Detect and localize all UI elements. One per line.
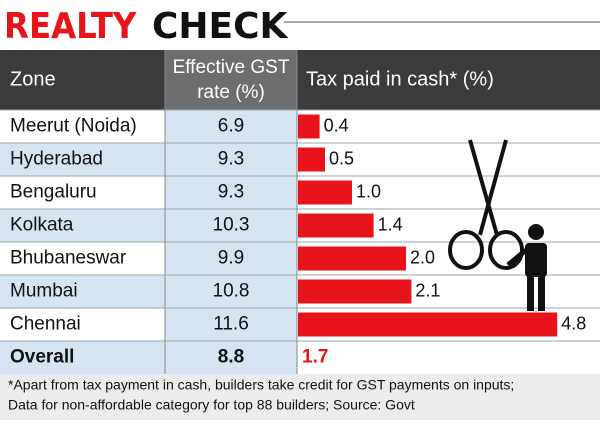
- value-label: 0.4: [324, 115, 349, 135]
- title-part: CHECK: [152, 6, 289, 47]
- gst-rate: 10.3: [213, 215, 250, 236]
- row-bg: [0, 176, 165, 209]
- gst-rate: 9.3: [218, 149, 244, 170]
- overall-tax: 1.7: [302, 347, 328, 368]
- header-bg: [0, 50, 600, 110]
- zone-label: Kolkata: [10, 215, 74, 236]
- bar: [298, 114, 320, 139]
- row-bg: [165, 275, 297, 308]
- zone-label: Hyderabad: [10, 149, 103, 170]
- row-bg: [0, 275, 165, 308]
- row-bg: [165, 209, 297, 242]
- gst-rate: 9.9: [218, 248, 244, 269]
- bar: [298, 180, 352, 205]
- value-label: 4.8: [561, 313, 586, 333]
- gst-rate: 9.3: [218, 182, 244, 203]
- scissors-icon: [448, 139, 524, 270]
- header-zone: Zone: [10, 68, 56, 90]
- row-bg: [165, 110, 297, 143]
- zone-label: Bhubaneswar: [10, 248, 127, 269]
- gst-rate: 11.6: [213, 314, 249, 335]
- overall-label: Overall: [10, 347, 74, 368]
- gst-rate: 10.8: [213, 281, 250, 302]
- header-bg-mid: [165, 50, 297, 110]
- value-label: 2.1: [415, 280, 440, 300]
- man-icon: [506, 224, 547, 311]
- bar: [298, 312, 558, 337]
- bar: [298, 279, 412, 304]
- value-label: 1.0: [356, 181, 381, 201]
- header-gst: rate (%): [197, 82, 265, 103]
- zone-label: Meerut (Noida): [10, 116, 137, 137]
- title-part: REALTY: [4, 6, 137, 47]
- zone-label: Mumbai: [10, 281, 78, 302]
- footnote: *Apart from tax payment in cash, builder…: [8, 377, 514, 393]
- bar: [298, 246, 406, 271]
- footnote: Data for non-affordable category for top…: [8, 397, 415, 413]
- value-label: 1.4: [378, 214, 403, 234]
- row-bg: [0, 110, 165, 143]
- row-bg: [165, 242, 297, 275]
- value-label: 0.5: [329, 148, 354, 168]
- row-bg: [165, 341, 297, 374]
- zone-label: Chennai: [10, 314, 81, 335]
- row-bg: [0, 308, 165, 341]
- row-bg: [0, 242, 165, 275]
- bar: [298, 213, 374, 238]
- bar: [298, 147, 325, 172]
- row-bg: [165, 176, 297, 209]
- header-tax: Tax paid in cash* (%): [306, 68, 494, 90]
- row-bg: [165, 308, 297, 341]
- header-gst: Effective GST: [173, 57, 290, 78]
- footnote-bg: [0, 374, 600, 420]
- row-bg: [0, 341, 165, 374]
- overall-gst: 8.8: [218, 347, 244, 368]
- row-bg: [0, 209, 165, 242]
- row-bg: [165, 143, 297, 176]
- zone-label: Bengaluru: [10, 182, 97, 203]
- row-bg: [0, 143, 165, 176]
- gst-rate: 6.9: [218, 116, 244, 137]
- value-label: 2.0: [410, 247, 435, 267]
